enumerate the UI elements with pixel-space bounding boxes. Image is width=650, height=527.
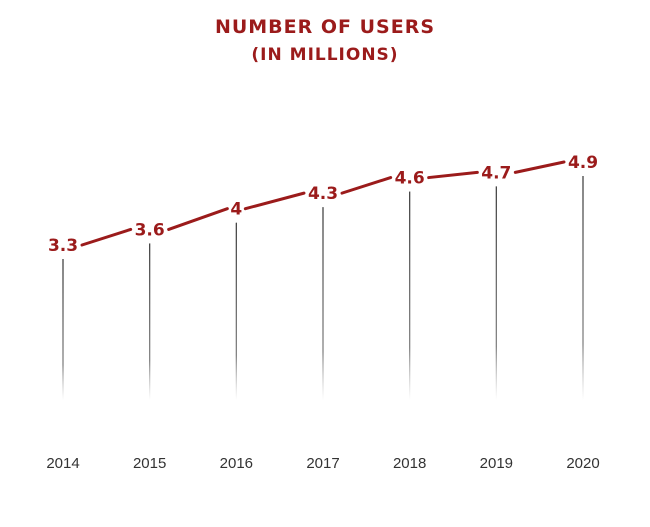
series-line-segment-2014-2015 (80, 227, 133, 247)
series-line-segment-2019-2020 (513, 160, 566, 174)
data-labels-group: 3.3 3.6 4 4.3 4.6 4.7 4.9 (48, 153, 598, 256)
series-line-segment-2018-2019 (427, 170, 479, 180)
chart-subtitle: (IN MILLIONS) (251, 45, 399, 65)
drop-lines-group (62, 175, 584, 401)
series-group (80, 160, 566, 247)
x-tick-label-2017: 2017 (306, 455, 339, 472)
x-axis-labels-group: 2014 2015 2016 2017 2018 2019 2020 (46, 455, 599, 472)
data-label-2015: 3.6 (135, 220, 165, 240)
x-tick-label-2014: 2014 (46, 455, 79, 472)
series-line-segment-2015-2016 (167, 207, 229, 231)
x-tick-label-2015: 2015 (133, 455, 166, 472)
data-label-2020: 4.9 (568, 153, 598, 173)
data-label-2019: 4.7 (481, 163, 511, 183)
x-tick-label-2020: 2020 (566, 455, 599, 472)
series-line-segment-2017-2018 (340, 176, 393, 195)
chart-title-block: NUMBER OF USERS (IN MILLIONS) (0, 12, 650, 68)
series-line-segment-2016-2017 (243, 191, 306, 211)
data-label-2017: 4.3 (308, 184, 338, 204)
data-label-2018: 4.6 (395, 169, 425, 189)
x-tick-label-2019: 2019 (480, 455, 513, 472)
data-label-2016: 4 (230, 200, 242, 220)
x-tick-label-2018: 2018 (393, 455, 426, 472)
chart-title: NUMBER OF USERS (214, 16, 436, 38)
data-label-2014: 3.3 (48, 236, 78, 256)
x-tick-label-2016: 2016 (220, 455, 253, 472)
